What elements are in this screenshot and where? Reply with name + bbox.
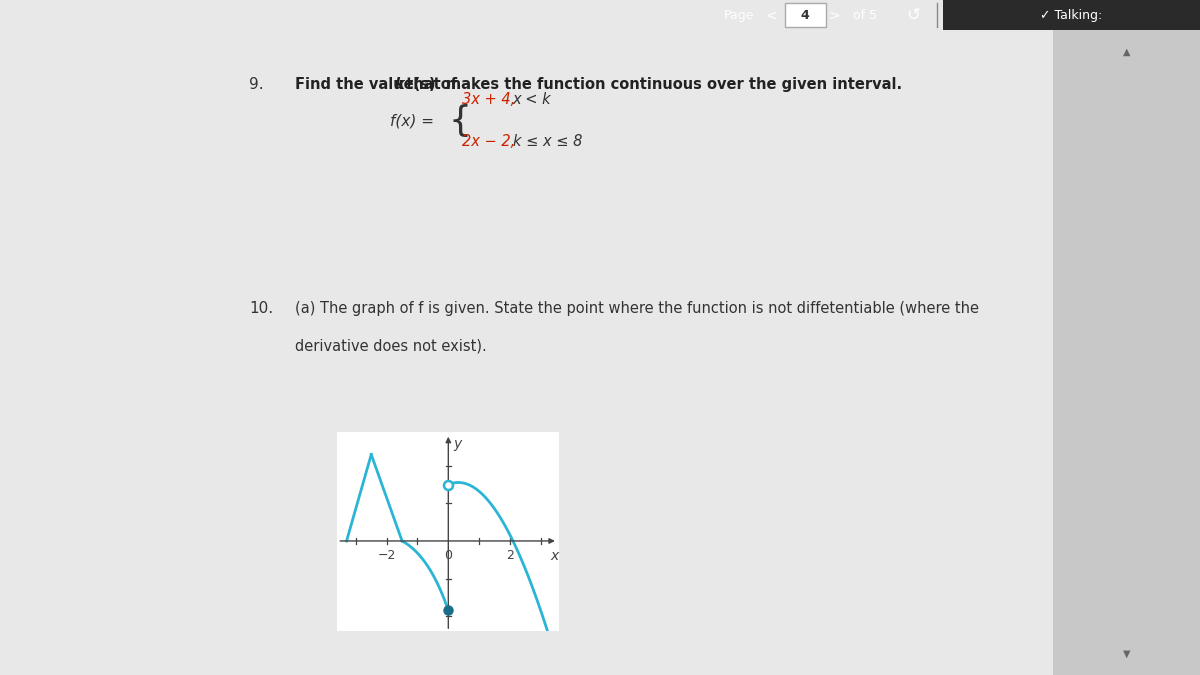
Text: 9.: 9. bbox=[250, 77, 264, 92]
Text: Find the value(s) of: Find the value(s) of bbox=[295, 77, 462, 92]
Text: 4: 4 bbox=[800, 9, 810, 22]
Text: k ≤ x ≤ 8: k ≤ x ≤ 8 bbox=[512, 134, 582, 148]
Text: ✓ Talking:: ✓ Talking: bbox=[1040, 9, 1103, 22]
Text: f(x) =: f(x) = bbox=[390, 113, 433, 128]
Text: (a) The graph of f is given. State the point where the function is not diffetent: (a) The graph of f is given. State the p… bbox=[295, 301, 979, 316]
Text: −2: −2 bbox=[378, 549, 396, 562]
Text: that makes the function continuous over the given interval.: that makes the function continuous over … bbox=[402, 77, 902, 92]
Text: 10.: 10. bbox=[250, 301, 274, 316]
Text: ▼: ▼ bbox=[1123, 649, 1130, 659]
Text: 2: 2 bbox=[506, 549, 514, 562]
Text: ▲: ▲ bbox=[1123, 47, 1130, 57]
Text: 2x − 2,: 2x − 2, bbox=[462, 134, 515, 148]
Text: ↺: ↺ bbox=[906, 6, 920, 24]
Text: >: > bbox=[828, 8, 840, 22]
Text: {: { bbox=[449, 104, 472, 138]
Text: of 5: of 5 bbox=[853, 9, 877, 22]
Text: x < k: x < k bbox=[512, 92, 551, 107]
Text: k: k bbox=[395, 77, 404, 92]
Text: 0: 0 bbox=[444, 549, 452, 562]
Text: Page: Page bbox=[724, 9, 754, 22]
Text: 3x + 4,: 3x + 4, bbox=[462, 92, 515, 107]
Text: derivative does not exist).: derivative does not exist). bbox=[295, 338, 486, 354]
Text: y: y bbox=[452, 437, 461, 450]
FancyBboxPatch shape bbox=[785, 3, 826, 27]
FancyBboxPatch shape bbox=[943, 0, 1200, 30]
FancyBboxPatch shape bbox=[1054, 30, 1200, 675]
Text: <: < bbox=[766, 8, 778, 22]
Text: x: x bbox=[551, 549, 559, 563]
